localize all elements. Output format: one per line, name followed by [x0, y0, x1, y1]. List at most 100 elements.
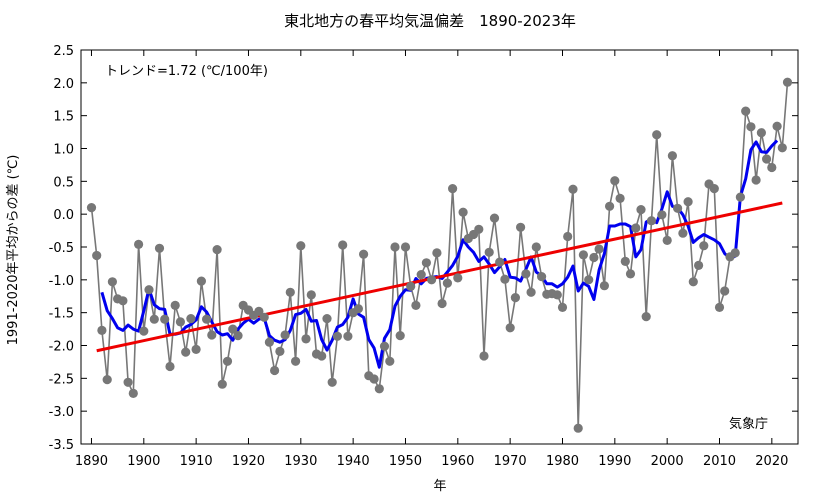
annual-point	[97, 325, 107, 335]
annual-point	[264, 337, 274, 347]
annual-point	[573, 423, 583, 433]
y-tick-label: 0.5	[53, 175, 74, 190]
annual-point	[605, 201, 615, 211]
annual-point	[688, 277, 698, 287]
x-tick-label: 1990	[598, 454, 631, 469]
annual-point	[584, 275, 594, 285]
x-tick-label: 2000	[651, 454, 684, 469]
annual-point	[453, 273, 463, 283]
annual-point	[306, 290, 316, 300]
series-layer	[86, 77, 793, 433]
x-tick-label: 2020	[755, 454, 788, 469]
annual-point	[599, 281, 610, 291]
annual-point	[620, 256, 630, 266]
annual-point	[641, 312, 651, 322]
annual-point	[92, 250, 102, 261]
annual-point	[516, 222, 526, 232]
x-axis-label: 年	[433, 479, 446, 494]
y-tick-label: 1.0	[53, 143, 74, 158]
annual-point	[385, 356, 395, 366]
x-tick-label: 1910	[180, 454, 213, 469]
annual-point	[699, 241, 709, 251]
annual-point	[181, 347, 191, 357]
annual-point	[427, 275, 437, 285]
annual-point	[102, 375, 112, 385]
x-tick-label: 1950	[389, 454, 422, 469]
annual-point	[118, 296, 128, 306]
annual-point	[625, 269, 636, 279]
annual-point	[782, 77, 793, 87]
annual-point	[678, 228, 688, 238]
annual-point	[500, 274, 510, 284]
annual-point	[296, 241, 306, 251]
y-tick-label: 1.5	[53, 110, 74, 125]
annual-point	[338, 240, 348, 250]
y-tick-label: -2.5	[49, 372, 74, 387]
trend-annotation: トレンド=1.72 (℃/100年)	[105, 64, 268, 79]
annual-point	[107, 277, 117, 287]
annual-point	[186, 314, 196, 324]
annual-point	[275, 346, 285, 356]
annual-point	[777, 143, 787, 153]
annual-point	[631, 223, 641, 233]
annual-point	[714, 302, 725, 312]
annual-point	[228, 324, 238, 334]
annual-point	[160, 314, 170, 324]
annual-point	[374, 384, 384, 394]
annual-point	[191, 344, 201, 354]
annual-point	[762, 154, 772, 164]
annual-point	[756, 128, 767, 138]
y-tick-label: 2.0	[53, 77, 74, 92]
annual-point	[395, 331, 405, 341]
annual-point	[746, 122, 756, 132]
annual-point	[578, 250, 589, 260]
x-tick-label: 1920	[232, 454, 265, 469]
x-tick-label: 1960	[441, 454, 474, 469]
annual-point	[694, 260, 704, 270]
annual-point	[202, 314, 212, 324]
chart-title: 東北地方の春平均気温偏差 1890-2023年	[284, 12, 576, 30]
y-tick-label: -3.5	[49, 438, 74, 453]
y-tick-label: 0.0	[53, 208, 74, 223]
y-tick-label: -0.5	[49, 241, 74, 256]
annual-point	[667, 151, 678, 161]
annual-point	[521, 269, 531, 279]
annual-point	[301, 334, 311, 344]
annual-point	[222, 356, 233, 366]
annual-point	[175, 317, 185, 327]
annual-point	[657, 210, 667, 220]
annual-point	[421, 258, 431, 268]
annual-point	[149, 314, 159, 324]
annual-point	[390, 242, 400, 252]
annual-point	[767, 162, 777, 173]
annual-point	[317, 351, 327, 361]
annual-point	[636, 205, 646, 215]
annual-point	[589, 252, 599, 263]
annual-point	[212, 245, 222, 255]
y-tick-label: -3.0	[49, 405, 74, 420]
annual-point	[537, 272, 547, 282]
annual-point	[442, 278, 452, 288]
annual-point	[217, 379, 227, 389]
annual-point	[458, 207, 468, 217]
y-axis-label: 1991-2020年平均からの差 (℃)	[6, 155, 21, 346]
annual-point	[479, 351, 489, 361]
annual-point	[270, 365, 280, 376]
annual-point	[416, 270, 426, 280]
annual-point	[280, 330, 290, 340]
annual-point	[526, 287, 536, 297]
source-label: 気象庁	[729, 416, 768, 432]
annual-point	[662, 235, 672, 245]
annual-point	[432, 248, 442, 258]
annual-point	[165, 361, 175, 372]
annual-point	[489, 213, 500, 223]
annual-point	[86, 203, 97, 213]
annual-point	[615, 193, 625, 203]
annual-point	[327, 377, 337, 387]
x-tick-label: 1900	[127, 454, 160, 469]
annual-point	[170, 300, 180, 310]
y-axis: 2.5 2.0 1.5 1.0 0.5 0.0 -0.5 -1.0 -1.5 -2.0 -2.5 -3…	[49, 44, 798, 453]
annual-point	[552, 290, 562, 300]
